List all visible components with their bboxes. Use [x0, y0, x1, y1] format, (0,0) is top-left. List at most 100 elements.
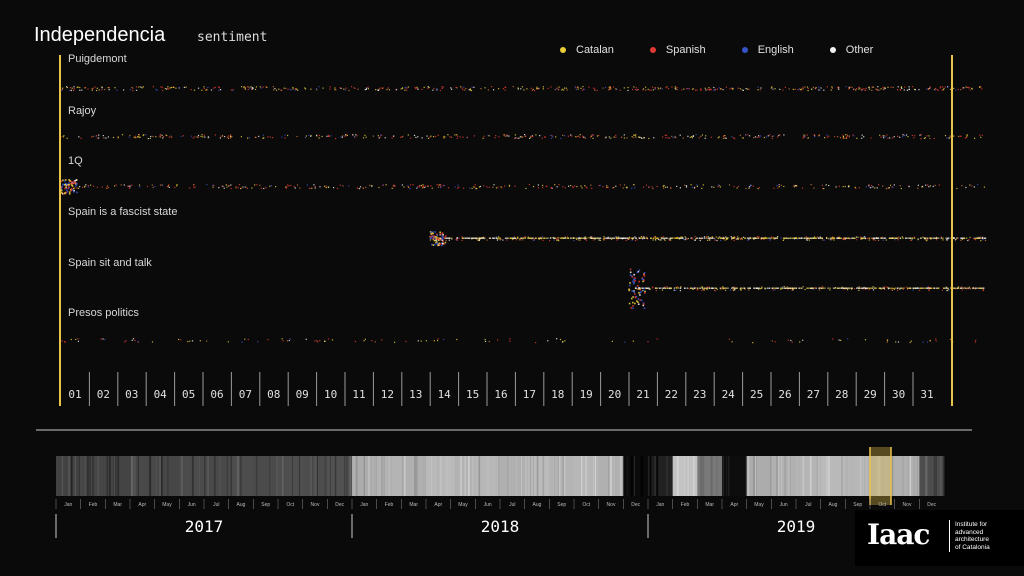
- data-point: [498, 237, 500, 239]
- day-label[interactable]: 17: [523, 388, 536, 401]
- data-point: [400, 136, 402, 138]
- data-point: [155, 88, 157, 91]
- data-point: [123, 89, 125, 91]
- data-point: [645, 86, 647, 88]
- data-point: [438, 184, 440, 186]
- day-label[interactable]: 07: [239, 388, 252, 401]
- month-density-bar[interactable]: [450, 456, 476, 496]
- spike-point: [75, 185, 77, 187]
- data-point: [473, 135, 475, 137]
- day-label[interactable]: 03: [125, 388, 138, 401]
- data-point: [804, 86, 806, 88]
- selected-month-highlight[interactable]: [870, 447, 891, 505]
- timeline-overview[interactable]: Jan Feb Mar Apr May Jun Jul Aug Sep Oct Nov Dec Jan F…: [55, 447, 945, 538]
- data-point: [596, 89, 598, 92]
- data-point: [949, 88, 952, 90]
- data-point: [544, 136, 546, 138]
- legend-item-catalan[interactable]: Catalan: [560, 44, 614, 56]
- day-label[interactable]: 24: [722, 388, 736, 401]
- month-density-bar[interactable]: [253, 456, 279, 496]
- day-label[interactable]: 12: [381, 388, 394, 401]
- data-point: [674, 136, 676, 138]
- day-label[interactable]: 26: [778, 388, 791, 401]
- day-label[interactable]: 29: [864, 388, 877, 401]
- data-point: [897, 239, 899, 241]
- data-point: [648, 137, 650, 140]
- day-label[interactable]: 14: [438, 388, 452, 401]
- data-point: [539, 237, 541, 239]
- spike-point: [634, 293, 636, 295]
- day-label[interactable]: 13: [409, 388, 422, 401]
- data-point: [818, 89, 820, 91]
- day-label[interactable]: 28: [835, 388, 848, 401]
- month-density-bar[interactable]: [746, 456, 772, 496]
- month-density-bar[interactable]: [327, 456, 353, 496]
- month-density-bar[interactable]: [771, 456, 797, 496]
- day-label[interactable]: 18: [551, 388, 564, 401]
- month-density-bar[interactable]: [278, 456, 303, 496]
- day-label[interactable]: 10: [324, 388, 337, 401]
- day-label[interactable]: 15: [466, 388, 479, 401]
- data-point: [537, 184, 539, 186]
- day-label[interactable]: 11: [352, 388, 365, 401]
- density-stripe: [292, 456, 293, 496]
- spike-point: [643, 272, 646, 274]
- legend-item-other[interactable]: Other: [829, 44, 873, 56]
- day-label[interactable]: 23: [693, 388, 706, 401]
- day-label[interactable]: 22: [665, 388, 678, 401]
- data-point: [393, 184, 395, 186]
- day-label[interactable]: 25: [750, 388, 763, 401]
- day-label[interactable]: 08: [267, 388, 280, 401]
- year-label[interactable]: 2018: [481, 517, 520, 536]
- day-label[interactable]: 02: [97, 388, 110, 401]
- data-point: [641, 237, 643, 239]
- month-density-bar[interactable]: [919, 456, 945, 496]
- month-density-bar[interactable]: [894, 456, 920, 496]
- day-label[interactable]: 21: [636, 388, 649, 401]
- data-point: [813, 134, 815, 136]
- data-point: [935, 287, 938, 289]
- data-point: [865, 87, 867, 89]
- year-label[interactable]: 2017: [185, 517, 224, 536]
- legend-item-english[interactable]: English: [741, 44, 794, 56]
- data-point: [963, 87, 965, 89]
- data-point: [899, 288, 901, 290]
- data-point: [292, 88, 294, 90]
- data-point: [749, 135, 751, 137]
- day-label[interactable]: 27: [807, 388, 820, 401]
- data-point: [412, 184, 414, 186]
- day-label[interactable]: 31: [920, 388, 933, 401]
- month-density-bar[interactable]: [648, 456, 673, 496]
- data-point: [656, 237, 658, 239]
- day-label[interactable]: 01: [68, 388, 81, 401]
- year-label[interactable]: 2019: [777, 517, 816, 536]
- day-label[interactable]: 04: [154, 388, 168, 401]
- data-point: [705, 236, 708, 238]
- day-label[interactable]: 30: [892, 388, 905, 401]
- legend-item-spanish[interactable]: Spanish: [649, 44, 706, 56]
- data-point: [513, 237, 515, 239]
- month-density-bar[interactable]: [549, 456, 575, 496]
- data-point: [474, 237, 476, 239]
- day-label[interactable]: 05: [182, 388, 195, 401]
- data-point: [759, 89, 761, 91]
- month-density-bar[interactable]: [179, 456, 205, 496]
- data-point: [165, 134, 167, 136]
- data-point: [534, 90, 536, 92]
- day-label[interactable]: 06: [210, 388, 223, 401]
- month-density-bar[interactable]: [130, 456, 155, 496]
- day-label[interactable]: 20: [608, 388, 621, 401]
- data-point: [676, 185, 678, 187]
- data-point: [974, 237, 976, 239]
- data-point: [77, 338, 79, 340]
- day-label[interactable]: 16: [494, 388, 507, 401]
- data-point: [815, 87, 817, 89]
- data-point: [883, 237, 885, 239]
- data-point: [437, 186, 440, 188]
- data-point: [175, 87, 177, 89]
- day-label[interactable]: 09: [296, 388, 309, 401]
- day-label[interactable]: 19: [580, 388, 593, 401]
- data-point: [172, 86, 174, 88]
- month-density-bar[interactable]: [845, 456, 871, 496]
- month-density-bar[interactable]: [722, 456, 747, 496]
